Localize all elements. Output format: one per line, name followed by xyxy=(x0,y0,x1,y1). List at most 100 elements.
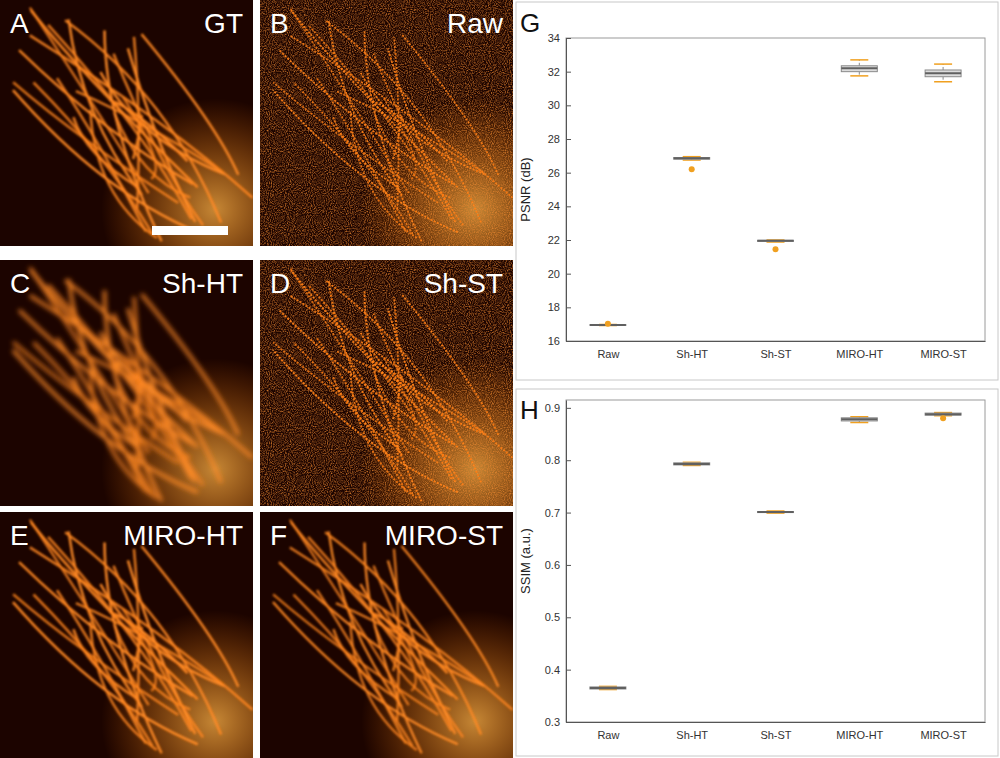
filament xyxy=(57,338,146,491)
x-tick: MIRO-HT xyxy=(836,729,883,741)
x-axis-line xyxy=(567,341,986,342)
whisker-cap-upper xyxy=(934,63,952,65)
filament-core xyxy=(402,294,499,435)
image-glow xyxy=(0,260,253,506)
y-tick: 26 xyxy=(548,167,571,179)
panel-label: MIRO-ST xyxy=(385,520,503,551)
filament-core xyxy=(273,82,438,203)
box-median xyxy=(925,413,961,415)
filament-core xyxy=(308,25,451,219)
filament xyxy=(360,332,484,434)
x-axis: RawSh-HTSh-STMIRO-HTMIRO-ST xyxy=(567,723,986,741)
filament xyxy=(308,285,451,479)
boxes xyxy=(590,60,961,327)
filament-core xyxy=(123,97,156,179)
filament xyxy=(273,82,438,203)
filament-core xyxy=(317,78,406,231)
box-median xyxy=(841,418,877,420)
filament-core xyxy=(65,20,221,222)
image-glow xyxy=(0,512,253,758)
y-tick-label: 0.9 xyxy=(545,402,560,414)
y-tick: 18 xyxy=(548,301,571,313)
box-body xyxy=(925,413,961,415)
filament xyxy=(336,351,483,432)
x-tick: MIRO-ST xyxy=(920,348,967,360)
filament xyxy=(325,532,481,734)
x-tick: Raw xyxy=(597,729,619,741)
y-axis-line xyxy=(566,401,567,723)
filament-core xyxy=(317,590,406,743)
filament-core xyxy=(333,377,397,447)
box-body xyxy=(758,512,794,513)
box-body xyxy=(925,70,961,77)
filament-core xyxy=(57,590,146,743)
filament xyxy=(383,357,416,439)
filament-core xyxy=(333,117,397,187)
image-glow xyxy=(260,512,513,758)
x-tick-label: Raw xyxy=(597,348,619,360)
filament xyxy=(123,97,156,179)
y-tick: 0.4 xyxy=(545,664,571,676)
box xyxy=(758,240,794,252)
box-median xyxy=(590,687,626,689)
panel-label: Sh-HT xyxy=(162,268,243,299)
y-axis-title: PSNR (dB) xyxy=(518,157,533,221)
filament-core xyxy=(100,332,224,434)
filament xyxy=(317,78,406,231)
whisker-cap-lower xyxy=(850,75,868,77)
filament xyxy=(360,72,484,174)
filament-core xyxy=(65,280,221,482)
image-panel: CSh-HT xyxy=(0,260,253,506)
filament-core xyxy=(402,546,499,687)
x-axis-line xyxy=(567,722,986,723)
y-tick: 24 xyxy=(548,200,571,212)
filament-core xyxy=(325,20,481,222)
panel-letter: B xyxy=(270,8,289,39)
filament xyxy=(383,97,416,179)
y-tick-mark xyxy=(566,408,571,409)
y-tick: 28 xyxy=(548,133,571,145)
filament xyxy=(273,90,458,232)
filament-core xyxy=(73,117,137,187)
box xyxy=(674,462,710,465)
filament xyxy=(308,25,451,219)
y-axis: 0.30.40.50.60.70.80.9 xyxy=(545,401,571,729)
box xyxy=(925,64,961,82)
image-glow xyxy=(260,260,513,506)
plot-frame xyxy=(566,400,985,722)
y-tick-label: 20 xyxy=(548,268,560,280)
filament-core xyxy=(65,532,221,734)
x-tick-label: Raw xyxy=(597,729,619,741)
filament xyxy=(142,546,239,687)
box-body xyxy=(674,463,710,465)
figure: AGTBRawCSh-HTDSh-STEMIRO-HTFMIRO-ST16182… xyxy=(0,0,1000,758)
image-background xyxy=(0,0,253,246)
box xyxy=(841,417,877,423)
image-background xyxy=(0,260,253,506)
panel-label: Sh-ST xyxy=(424,268,503,299)
y-tick-mark xyxy=(566,513,571,514)
y-axis-line xyxy=(566,39,567,342)
box xyxy=(590,321,626,327)
filament xyxy=(383,609,416,691)
box-body xyxy=(590,687,626,689)
panel-letter: E xyxy=(10,520,29,551)
y-tick: 0.5 xyxy=(545,611,571,623)
filament-core xyxy=(383,97,416,179)
y-tick-mark xyxy=(566,307,571,308)
filament xyxy=(100,584,224,686)
image-noise xyxy=(260,260,513,506)
filament-core xyxy=(123,357,156,439)
y-tick-mark xyxy=(566,274,571,275)
x-tick-label: MIRO-ST xyxy=(920,348,967,360)
box-body xyxy=(758,240,794,241)
box-body xyxy=(674,158,710,160)
image-background xyxy=(260,260,513,506)
filament-core xyxy=(142,546,239,687)
image-noise xyxy=(260,0,513,246)
box xyxy=(590,686,626,689)
panel-frame xyxy=(516,389,998,756)
filament-core xyxy=(57,78,146,231)
panel-label: Raw xyxy=(447,8,504,39)
filament-core xyxy=(336,351,483,432)
